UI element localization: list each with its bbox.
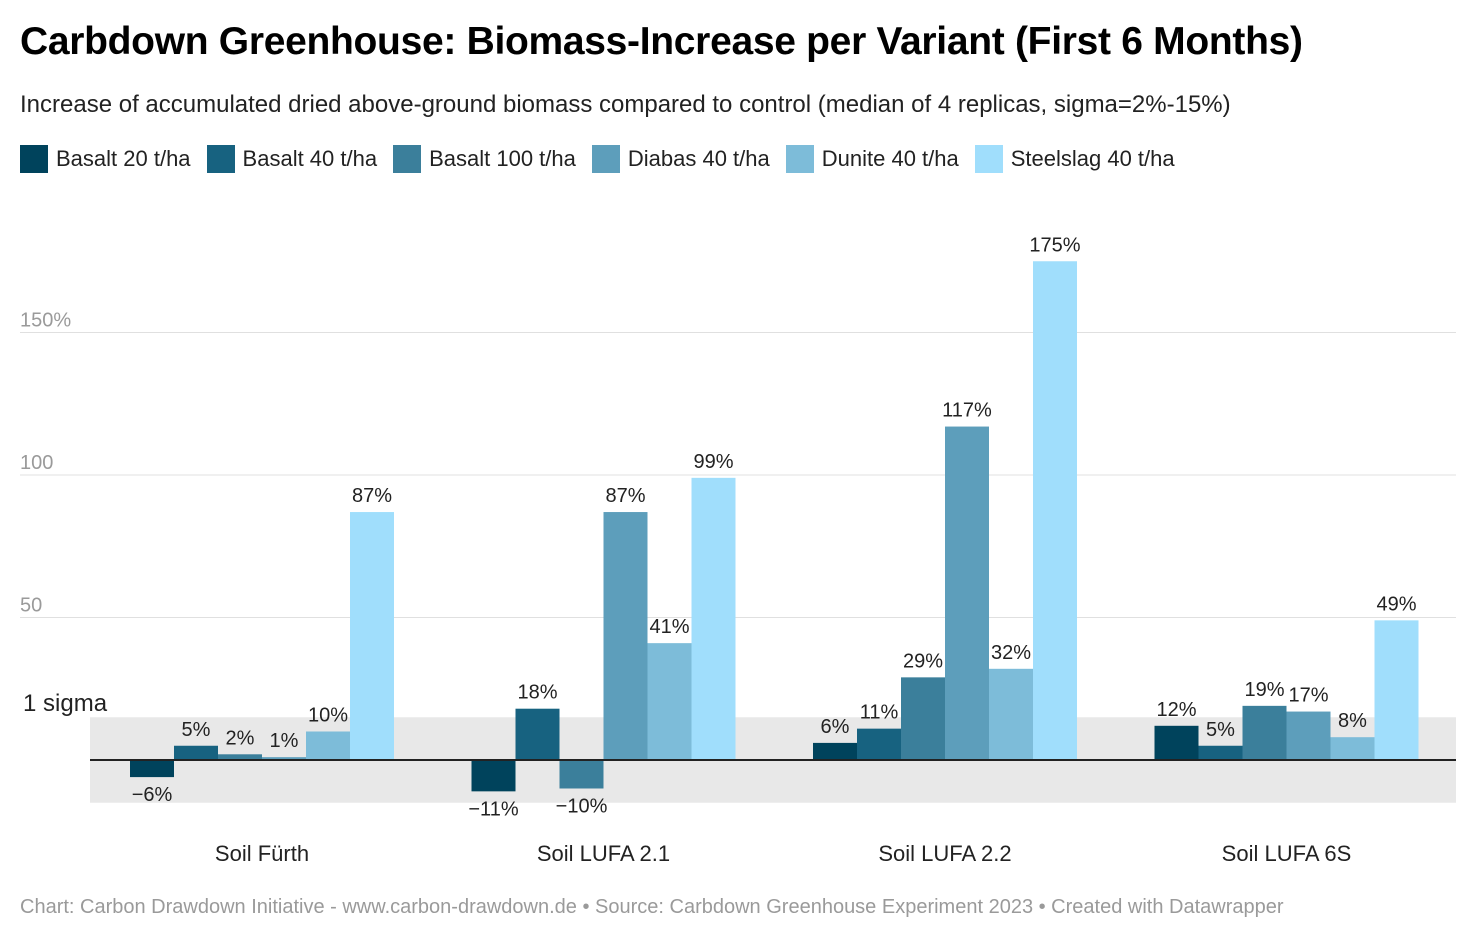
bar	[262, 757, 306, 760]
y-tick-label: 150%	[20, 310, 71, 332]
legend-item: Basalt 20 t/ha	[20, 145, 191, 173]
data-label: 5%	[1206, 719, 1235, 741]
data-label: 49%	[1376, 593, 1416, 615]
bar	[945, 426, 989, 760]
bar	[218, 754, 262, 760]
chart-subtitle: Increase of accumulated dried above-grou…	[20, 91, 1231, 118]
chart-footer: Chart: Carbon Drawdown Initiative - www.…	[20, 896, 1284, 918]
data-label: 12%	[1156, 699, 1196, 721]
data-label: −10%	[556, 796, 608, 818]
data-label: 8%	[1338, 710, 1367, 732]
bar	[989, 668, 1033, 760]
x-tick-label: Soil Fürth	[215, 841, 309, 866]
legend-label: Steelslag 40 t/ha	[1010, 146, 1175, 171]
legend: Basalt 20 t/ha Basalt 40 t/ha Basalt 100 t…	[20, 145, 1191, 173]
legend-swatch	[393, 145, 422, 173]
data-label: 18%	[517, 682, 557, 704]
bar	[1330, 737, 1375, 760]
legend-label: Dunite 40 t/ha	[821, 146, 959, 171]
data-label: 2%	[226, 727, 255, 749]
y-tick-label: 50	[20, 595, 42, 617]
data-label: 99%	[693, 451, 733, 473]
data-label: 175%	[1029, 234, 1080, 256]
legend-swatch	[785, 145, 814, 173]
bar	[1242, 705, 1287, 760]
legend-label: Basalt 20 t/ha	[56, 146, 191, 171]
bar	[130, 760, 174, 778]
data-label: 6%	[821, 716, 850, 738]
bar	[515, 708, 560, 760]
legend-item: Diabas 40 t/ha	[591, 145, 770, 173]
data-label: 41%	[649, 616, 689, 638]
legend-item: Basalt 40 t/ha	[206, 145, 378, 173]
sigma-annotation: 1 sigma	[23, 690, 108, 717]
legend-swatch	[20, 145, 48, 173]
legend-swatch	[591, 145, 620, 173]
data-label: 1%	[270, 730, 299, 752]
data-label: 19%	[1244, 679, 1284, 701]
data-label: 17%	[1288, 685, 1328, 707]
bar	[306, 731, 350, 760]
bar	[1374, 620, 1419, 760]
legend-swatch	[206, 145, 235, 173]
data-label: 87%	[605, 485, 645, 507]
bar	[1198, 745, 1243, 760]
x-tick-label: Soil LUFA 2.1	[537, 841, 670, 866]
legend-label: Diabas 40 t/ha	[627, 146, 770, 171]
data-label: 5%	[182, 719, 211, 741]
x-tick-label: Soil LUFA 2.2	[878, 841, 1011, 866]
bar	[857, 728, 901, 760]
bar	[1286, 711, 1331, 760]
chart-title: Carbdown Greenhouse: Biomass-Increase pe…	[20, 20, 1303, 63]
bar	[559, 760, 604, 789]
data-label: 87%	[352, 485, 392, 507]
data-label: 29%	[903, 650, 943, 672]
y-tick-label: 100	[20, 452, 53, 474]
legend-item: Dunite 40 t/ha	[785, 145, 959, 173]
bar	[174, 745, 218, 760]
bar	[471, 760, 516, 792]
bar	[901, 677, 945, 760]
bar	[1154, 725, 1199, 760]
x-tick-label: Soil LUFA 6S	[1222, 841, 1352, 866]
data-label: 32%	[991, 642, 1031, 664]
data-label: −11%	[468, 798, 518, 820]
bar	[647, 643, 692, 760]
data-label: 11%	[860, 702, 899, 724]
data-label: 117%	[942, 400, 992, 422]
bar	[813, 742, 857, 760]
legend-item: Steelslag 40 t/ha	[974, 145, 1175, 173]
bar	[350, 512, 394, 760]
legend-label: Basalt 100 t/ha	[429, 146, 576, 171]
legend-label: Basalt 40 t/ha	[242, 146, 378, 171]
data-label: −6%	[132, 784, 173, 806]
data-label: 10%	[308, 705, 348, 727]
legend-swatch	[974, 145, 1003, 173]
bar	[1033, 261, 1077, 760]
legend-item: Basalt 100 t/ha	[393, 145, 576, 173]
bar	[603, 512, 648, 760]
bar	[691, 477, 736, 760]
